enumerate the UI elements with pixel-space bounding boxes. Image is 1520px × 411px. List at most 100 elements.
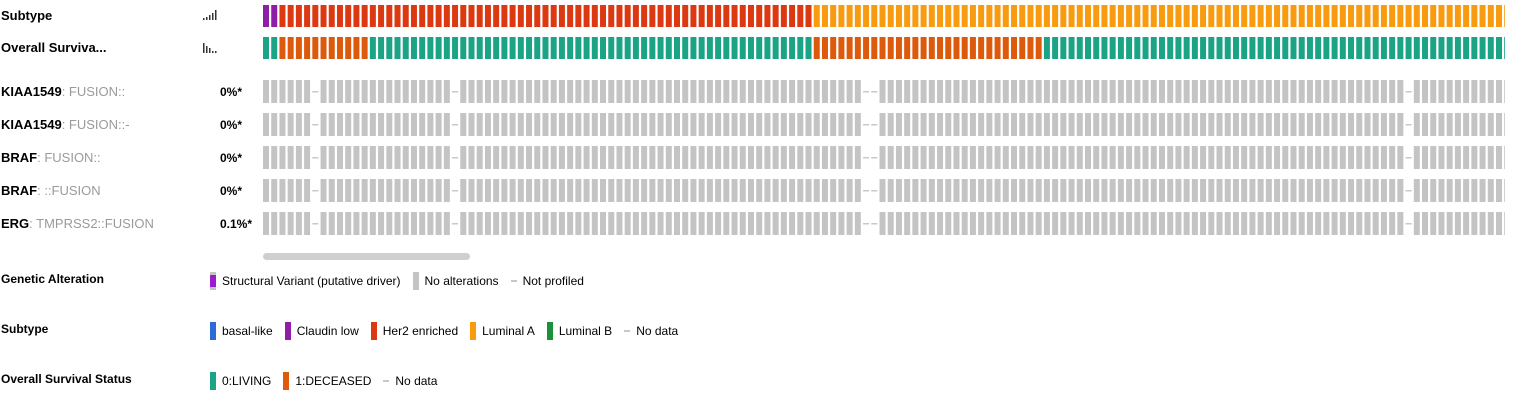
sample-cell-not-profiled[interactable] xyxy=(1405,157,1412,159)
sample-cell-not-profiled[interactable] xyxy=(871,223,878,225)
sample-cell-gene[interactable] xyxy=(1035,179,1042,202)
sample-cell-gene[interactable] xyxy=(789,146,796,169)
sample-cell-gene[interactable] xyxy=(821,179,828,202)
sample-cell-gene[interactable] xyxy=(1134,179,1141,202)
sample-cell-survival[interactable] xyxy=(682,37,689,59)
sample-cell-gene[interactable] xyxy=(854,146,861,169)
sample-cell-gene[interactable] xyxy=(838,179,845,202)
sample-cell-survival[interactable] xyxy=(616,37,623,59)
sample-cell-gene[interactable] xyxy=(493,80,500,103)
sample-cell-gene[interactable] xyxy=(682,179,689,202)
sample-cell-subtype[interactable] xyxy=(1085,5,1091,27)
sample-cell-gene[interactable] xyxy=(1134,80,1141,103)
sample-cell-subtype[interactable] xyxy=(846,5,853,27)
sample-cell-gene[interactable] xyxy=(1175,146,1182,169)
sample-cell-gene[interactable] xyxy=(739,179,746,202)
sample-cell-gene[interactable] xyxy=(600,146,607,169)
sample-cell-gene[interactable] xyxy=(616,113,623,136)
sample-cell-gene[interactable] xyxy=(1142,146,1149,169)
sample-cell-gene[interactable] xyxy=(1249,212,1256,235)
sample-cell-subtype[interactable] xyxy=(1076,5,1083,27)
sample-cell-gene[interactable] xyxy=(789,179,796,202)
sample-cell-gene[interactable] xyxy=(279,80,286,103)
sample-cell-gene[interactable] xyxy=(1093,179,1100,202)
sample-cell-gene[interactable] xyxy=(986,212,993,235)
sample-cell-gene[interactable] xyxy=(1101,113,1108,136)
sample-cell-gene[interactable] xyxy=(345,212,352,235)
sample-cell-gene[interactable] xyxy=(1504,113,1505,136)
sample-cell-gene[interactable] xyxy=(1076,212,1083,235)
sample-cell-subtype[interactable] xyxy=(830,5,837,27)
sample-cell-gene[interactable] xyxy=(986,113,993,136)
sample-cell-gene[interactable] xyxy=(1208,80,1215,103)
sample-cell-gene[interactable] xyxy=(402,113,409,136)
sample-cell-gene[interactable] xyxy=(1413,212,1420,235)
sample-cell-gene[interactable] xyxy=(1011,146,1018,169)
sample-cell-survival[interactable] xyxy=(427,37,434,59)
sample-cell-subtype[interactable] xyxy=(1372,5,1379,27)
sample-cell-gene[interactable] xyxy=(1274,179,1281,202)
sample-cell-subtype[interactable] xyxy=(715,5,722,27)
sample-cell-gene[interactable] xyxy=(1043,179,1050,202)
sample-cell-gene[interactable] xyxy=(1191,80,1198,103)
sample-cell-gene[interactable] xyxy=(1241,113,1248,136)
sample-cell-gene[interactable] xyxy=(468,212,475,235)
sample-cell-gene[interactable] xyxy=(747,146,754,169)
sample-cell-gene[interactable] xyxy=(320,80,327,103)
sample-cell-gene[interactable] xyxy=(953,179,960,202)
sample-cell-survival[interactable] xyxy=(600,37,607,59)
sample-cell-gene[interactable] xyxy=(1504,179,1505,202)
sample-cell-gene[interactable] xyxy=(1060,113,1067,136)
sample-cell-gene[interactable] xyxy=(501,212,508,235)
sample-cell-gene[interactable] xyxy=(279,113,286,136)
sample-cell-survival[interactable] xyxy=(402,37,409,59)
sample-cell-subtype[interactable] xyxy=(1241,5,1248,27)
sample-cell-gene[interactable] xyxy=(558,179,565,202)
sample-cell-gene[interactable] xyxy=(747,179,754,202)
sample-cell-gene[interactable] xyxy=(1257,146,1264,169)
sample-cell-gene[interactable] xyxy=(953,80,960,103)
sample-cell-gene[interactable] xyxy=(1265,179,1272,202)
sample-cell-gene[interactable] xyxy=(534,179,541,202)
sample-cell-gene[interactable] xyxy=(797,80,804,103)
sample-cell-gene[interactable] xyxy=(1422,80,1429,103)
sample-cell-gene[interactable] xyxy=(1175,113,1182,136)
sample-cell-gene[interactable] xyxy=(336,212,343,235)
sample-cell-not-profiled[interactable] xyxy=(871,190,878,192)
sample-cell-gene[interactable] xyxy=(1011,179,1018,202)
sample-cell-survival[interactable] xyxy=(1216,37,1223,59)
sample-cell-gene[interactable] xyxy=(1348,113,1355,136)
sample-cell-subtype[interactable] xyxy=(649,5,656,27)
sample-cell-gene[interactable] xyxy=(1208,212,1215,235)
sample-cell-gene[interactable] xyxy=(1060,179,1067,202)
sample-cell-gene[interactable] xyxy=(304,146,311,169)
sample-cell-gene[interactable] xyxy=(1422,212,1429,235)
sample-cell-subtype[interactable] xyxy=(928,5,935,27)
sample-cell-gene[interactable] xyxy=(1413,179,1420,202)
sample-cell-gene[interactable] xyxy=(1200,80,1207,103)
sample-cell-gene[interactable] xyxy=(542,146,549,169)
sample-cell-gene[interactable] xyxy=(1060,212,1067,235)
sample-cell-survival[interactable] xyxy=(863,37,870,59)
sample-cell-gene[interactable] xyxy=(1479,113,1486,136)
sample-cell-gene[interactable] xyxy=(904,113,911,136)
sample-cell-gene[interactable] xyxy=(657,146,664,169)
sample-cell-gene[interactable] xyxy=(1471,80,1478,103)
sample-cell-gene[interactable] xyxy=(1331,146,1338,169)
sample-cell-gene[interactable] xyxy=(1167,179,1174,202)
sample-cell-survival[interactable] xyxy=(986,37,993,59)
sample-cell-gene[interactable] xyxy=(1249,80,1256,103)
sample-cell-subtype[interactable] xyxy=(1380,5,1387,27)
sample-cell-survival[interactable] xyxy=(871,37,878,59)
sample-cell-gene[interactable] xyxy=(287,113,294,136)
sample-cell-gene[interactable] xyxy=(1290,146,1297,169)
sample-cell-survival[interactable] xyxy=(550,37,557,59)
sample-cell-gene[interactable] xyxy=(937,212,944,235)
sample-cell-gene[interactable] xyxy=(1019,179,1026,202)
sample-cell-gene[interactable] xyxy=(616,179,623,202)
sample-cell-gene[interactable] xyxy=(1052,113,1059,136)
sample-cell-gene[interactable] xyxy=(1027,212,1034,235)
sample-cell-not-profiled[interactable] xyxy=(452,157,459,159)
sample-cell-gene[interactable] xyxy=(682,80,689,103)
sample-cell-gene[interactable] xyxy=(1019,80,1026,103)
